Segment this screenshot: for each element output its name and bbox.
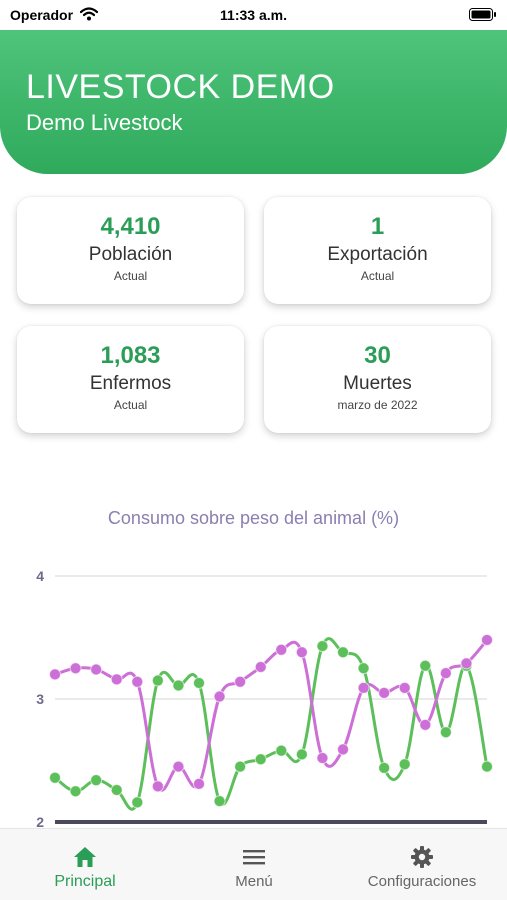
data-point (481, 633, 493, 646)
y-tick-label: 3 (36, 691, 44, 707)
data-point (69, 785, 82, 798)
tab-principal[interactable]: Principal (20, 829, 150, 900)
stat-label: Enfermos (89, 373, 172, 394)
data-point (151, 674, 164, 687)
data-point (172, 679, 185, 692)
data-point (90, 663, 103, 676)
data-point (49, 771, 61, 784)
data-point (275, 643, 288, 656)
stat-value: 30 (364, 342, 391, 369)
data-point (295, 748, 308, 761)
stat-sublabel: marzo de 2022 (337, 398, 418, 412)
data-point (378, 686, 391, 699)
tab-configuraciones[interactable]: Configuraciones (352, 829, 492, 900)
tab-label: Configuraciones (367, 873, 477, 890)
tab-label: Menú (235, 873, 273, 890)
menu-icon (243, 850, 265, 865)
stat-sublabel: Actual (360, 269, 395, 283)
data-point (357, 681, 370, 694)
stat-label: Muertes (343, 373, 412, 394)
data-point (439, 726, 452, 739)
battery-icon (469, 8, 496, 21)
app-header: LIVESTOCK DEMO Demo Livestock (0, 28, 507, 174)
data-point (110, 784, 123, 797)
data-point (151, 780, 164, 793)
stat-card-enfermos[interactable]: 1,083 Enfermos Actual (17, 326, 244, 433)
stat-sublabel: Actual (113, 398, 148, 412)
y-tick-label: 2 (36, 814, 44, 830)
stat-card-exportacion[interactable]: 1 Exportación Actual (264, 197, 491, 304)
data-point (460, 657, 473, 670)
data-point (481, 760, 493, 773)
data-point (234, 675, 247, 688)
stat-value: 1 (370, 213, 385, 240)
data-point (90, 774, 103, 787)
consumption-chart: 4 3 2 (36, 568, 493, 830)
data-point (439, 667, 452, 680)
data-point (398, 758, 411, 771)
status-bar: Operador 11:33 a.m. (0, 0, 507, 30)
data-point (193, 777, 205, 790)
data-point (357, 662, 370, 675)
data-point (295, 646, 308, 659)
data-point (110, 673, 123, 686)
stat-sublabel: Actual (113, 269, 148, 283)
data-point (337, 646, 349, 659)
data-point (131, 796, 144, 809)
data-point (337, 743, 349, 756)
tab-menu[interactable]: Menú (190, 829, 318, 900)
data-point (419, 718, 432, 731)
stat-value: 4,410 (100, 213, 161, 240)
data-point (69, 662, 82, 675)
data-point (398, 681, 411, 694)
app-title: LIVESTOCK DEMO (26, 68, 335, 106)
stat-card-poblacion[interactable]: 4,410 Población Actual (17, 197, 244, 304)
carrier-label: Operador (10, 7, 74, 23)
gear-icon (411, 846, 433, 868)
data-point (378, 761, 391, 774)
data-point (275, 744, 288, 757)
stat-label: Población (88, 244, 173, 265)
data-point (131, 675, 144, 688)
data-point (419, 659, 432, 672)
data-point (316, 752, 329, 765)
home-icon (74, 847, 96, 867)
y-tick-label: 4 (36, 568, 44, 584)
stat-card-muertes[interactable]: 30 Muertes marzo de 2022 (264, 326, 491, 433)
data-point (254, 661, 267, 674)
data-point (213, 690, 226, 703)
wifi-icon (80, 7, 98, 21)
status-time: 11:33 a.m. (220, 7, 287, 23)
tab-label: Principal (54, 873, 116, 890)
data-point (316, 640, 329, 653)
series-line-1 (54, 638, 489, 792)
data-point (234, 760, 247, 773)
data-point (254, 753, 267, 766)
app-subtitle: Demo Livestock (26, 110, 183, 135)
data-point (213, 795, 226, 808)
data-point (193, 677, 205, 690)
data-point (49, 668, 61, 681)
tab-bar: Principal Menú Configuraciones (0, 828, 507, 900)
stat-value: 1,083 (100, 342, 161, 369)
data-point (172, 760, 185, 773)
chart-title: Consumo sobre peso del animal (%) (107, 508, 400, 528)
stat-label: Exportación (327, 244, 428, 265)
